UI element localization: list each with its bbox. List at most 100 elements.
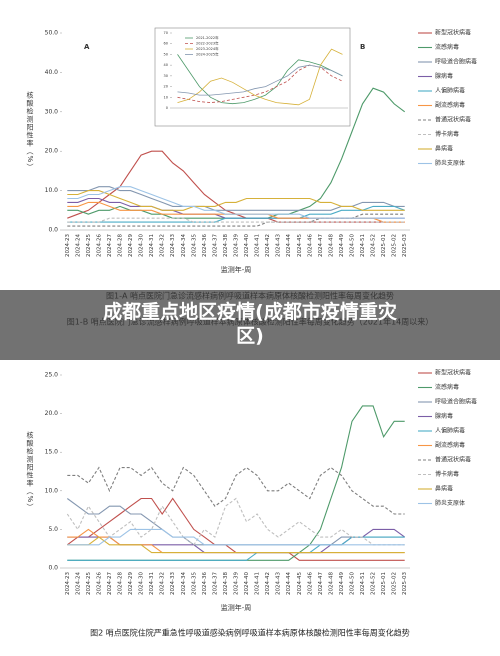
series-line (67, 186, 405, 219)
legend-label: 肺炎支原体 (435, 159, 465, 167)
x-tick-label: 2024-44 (286, 234, 292, 257)
banner-bg (0, 290, 500, 360)
x-tick-label: 2024-23 (65, 234, 71, 257)
legend-label: 博卡病毒 (435, 470, 459, 478)
x-tick-label: 2024-26 (96, 234, 102, 257)
x-tick-label: 2024-51 (360, 572, 366, 595)
x-tick-label: 2024-35 (191, 234, 197, 257)
banner-title: 成都重点地区疫情(成都市疫情重灾区) (103, 300, 397, 347)
x-tick-label: 2024-26 (96, 572, 102, 595)
x-tick-label: 2024-35 (191, 572, 197, 595)
x-tick-label: 2024-49 (339, 572, 345, 595)
legend-label: 呼吸道合胞病毒 (435, 398, 477, 406)
x-tick-label: 2024-45 (297, 572, 303, 595)
y-tick-label: 20 (164, 85, 168, 89)
x-tick-label: 2024-46 (307, 234, 313, 257)
x-tick-label: 2024-51 (360, 234, 366, 257)
series-line (177, 64, 343, 96)
chart: 0.0 5.0 10.0 15.0 20.0 25.0 2024-23 2024-24 2024… (26, 369, 477, 638)
x-tick-label: 2024-39 (234, 234, 240, 257)
legend-label: 腺病毒 (435, 72, 453, 80)
x-tick-label: 2025-02 (392, 572, 398, 595)
banner-line: 成都重点地区疫情(成都市疫情重灾 (103, 300, 397, 323)
y-tick-label: 10 (164, 95, 168, 99)
series-line (67, 528, 406, 554)
legend-label: 人偏肺病毒 (435, 427, 465, 435)
legend-label: 2024-2025年 (196, 52, 219, 57)
series-line (67, 217, 405, 223)
series-line (67, 190, 405, 211)
panel-label: A (84, 43, 90, 51)
x-tick-label: 2024-47 (318, 234, 324, 257)
legend-label: 2023-2024年 (196, 46, 219, 51)
y-tick-label: 10.0 (45, 187, 59, 194)
y-tick-label: 50.0 (45, 30, 59, 37)
legend-label: 鼻病毒 (435, 485, 453, 493)
y-tick-label: 20.0 (45, 410, 59, 417)
x-tick-label: 2024-46 (307, 572, 313, 595)
series-line (66, 498, 405, 546)
x-tick-label: 2024-23 (65, 572, 71, 595)
legend-label: 普通冠状病毒 (435, 116, 471, 124)
x-tick-label: 2024-30 (139, 234, 145, 257)
x-tick-label: 2025-01 (381, 572, 387, 595)
x-tick-label: 2024-40 (244, 572, 250, 595)
legend-label: 2022-2023年 (196, 41, 219, 46)
x-tick-label: 2024-49 (339, 234, 345, 257)
x-tick-label: 2024-33 (170, 234, 176, 257)
x-tick-label: 2024-52 (371, 572, 377, 595)
legend-label: 副流感病毒 (435, 441, 465, 449)
x-tick-label: 2024-28 (118, 572, 124, 595)
x-tick-label: 2025-02 (392, 234, 398, 257)
x-tick-label: 2024-40 (244, 234, 250, 257)
x-tick-label: 2024-24 (75, 572, 81, 595)
y-tick-label: 10.0 (45, 487, 59, 494)
inset-frame (154, 27, 351, 127)
legend-label: 新型冠状病毒 (435, 369, 471, 377)
series-line (67, 197, 405, 219)
legend-label: 普通冠状病毒 (435, 456, 471, 464)
x-tick-label: 2024-39 (234, 572, 240, 595)
x-tick-label: 2024-32 (160, 572, 166, 595)
x-tick-label: 2024-45 (297, 234, 303, 257)
x-tick-label: 2024-48 (328, 572, 334, 595)
x-tick-label: 2025-03 (402, 234, 408, 257)
x-tick-label: 2024-41 (255, 572, 261, 595)
y-tick-label: 70 (164, 31, 168, 35)
x-tick-label: 2024-50 (350, 234, 356, 257)
x-axis-title: 监测年-周 (221, 603, 252, 612)
x-tick-label: 2024-47 (318, 572, 324, 595)
x-tick-label: 2024-29 (128, 234, 134, 257)
x-tick-label: 2024-38 (223, 572, 229, 595)
legend-label: 副流感病毒 (435, 101, 465, 109)
series-line (67, 528, 405, 554)
y-axis-title: 核酸检测阳性率（%） (26, 431, 34, 511)
x-tick-label: 2024-43 (276, 572, 282, 595)
series-line (67, 536, 405, 554)
x-tick-label: 2024-37 (212, 234, 218, 257)
x-tick-label: 2024-44 (286, 572, 292, 595)
x-tick-label: 2024-36 (202, 572, 208, 595)
x-tick-label: 2024-27 (107, 234, 113, 257)
x-tick-label: 2024-38 (223, 234, 229, 257)
x-tick-label: 2024-30 (139, 572, 145, 595)
y-tick-label: 15.0 (45, 449, 59, 456)
x-tick-label: 2024-25 (86, 572, 92, 595)
series-line (67, 466, 405, 515)
x-tick-label: 2024-27 (107, 572, 113, 595)
x-tick-label: 2024-43 (276, 234, 282, 257)
x-tick-label: 2024-41 (255, 234, 261, 257)
y-tick-label: 25.0 (45, 372, 59, 379)
y-tick-label: 50 (164, 52, 168, 56)
x-tick-label: 2024-24 (75, 234, 81, 257)
series-line (66, 497, 405, 561)
y-tick-label: 60 (164, 42, 168, 46)
x-tick-label: 2024-36 (202, 234, 208, 257)
x-tick-label: 2024-31 (149, 234, 155, 257)
x-tick-label: 2024-32 (160, 234, 166, 257)
x-tick-label: 2024-28 (118, 234, 124, 257)
x-tick-label: 2024-34 (181, 234, 187, 257)
legend-label: 鼻病毒 (435, 145, 453, 153)
x-tick-label: 2024-25 (86, 234, 92, 257)
y-tick-label: 30 (164, 74, 168, 78)
